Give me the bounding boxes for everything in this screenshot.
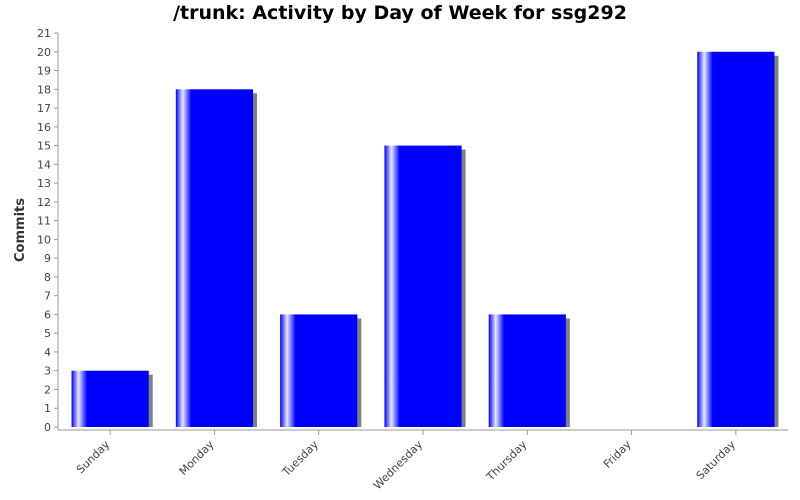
x-tick-label: Sunday (74, 438, 113, 477)
x-tick-label: Thursday (483, 438, 529, 484)
bar-wednesday (384, 145, 462, 428)
chart-title: /trunk: Activity by Day of Week for ssg2… (173, 2, 627, 24)
bars (71, 51, 779, 428)
x-axis: Sunday Monday Tuesday Wednesday Thursday Frid… (74, 430, 738, 492)
y-tick-label: 19 (37, 65, 51, 78)
y-tick-label: 16 (37, 121, 51, 134)
x-tick-label: Monday (177, 438, 217, 478)
y-tick-label: 18 (37, 83, 51, 96)
bar-thursday (488, 314, 566, 427)
y-axis-label: Commits (13, 198, 28, 262)
y-tick-label: 0 (44, 421, 51, 434)
y-tick-label: 9 (44, 252, 51, 265)
x-tick-label: Tuesday (279, 438, 321, 480)
y-tick-label: 15 (37, 140, 51, 153)
y-tick-label: 17 (37, 102, 51, 115)
y-tick-label: 2 (44, 383, 51, 396)
x-tick-label: Saturday (694, 438, 739, 483)
y-tick-label: 4 (44, 346, 51, 359)
y-tick-label: 21 (37, 27, 51, 40)
y-tick-label: 10 (37, 233, 51, 246)
bar-saturday (697, 51, 775, 428)
y-tick-label: 1 (44, 402, 51, 415)
y-tick-label: 11 (37, 215, 51, 228)
y-tick-label: 14 (37, 158, 51, 171)
y-tick-label: 5 (44, 327, 51, 340)
y-tick-label: 20 (37, 46, 51, 59)
bar-monday (175, 89, 254, 428)
x-tick-label: Friday (601, 438, 634, 471)
y-tick-label: 13 (37, 177, 51, 190)
bar-tuesday (280, 314, 358, 427)
bar-sunday (71, 370, 149, 427)
y-tick-label: 6 (44, 308, 51, 321)
y-tick-label: 3 (44, 365, 51, 378)
x-tick-label: Wednesday (371, 438, 426, 493)
y-tick-label: 7 (44, 290, 51, 303)
y-tick-label: 8 (44, 271, 51, 284)
y-tick-label: 12 (37, 196, 51, 209)
